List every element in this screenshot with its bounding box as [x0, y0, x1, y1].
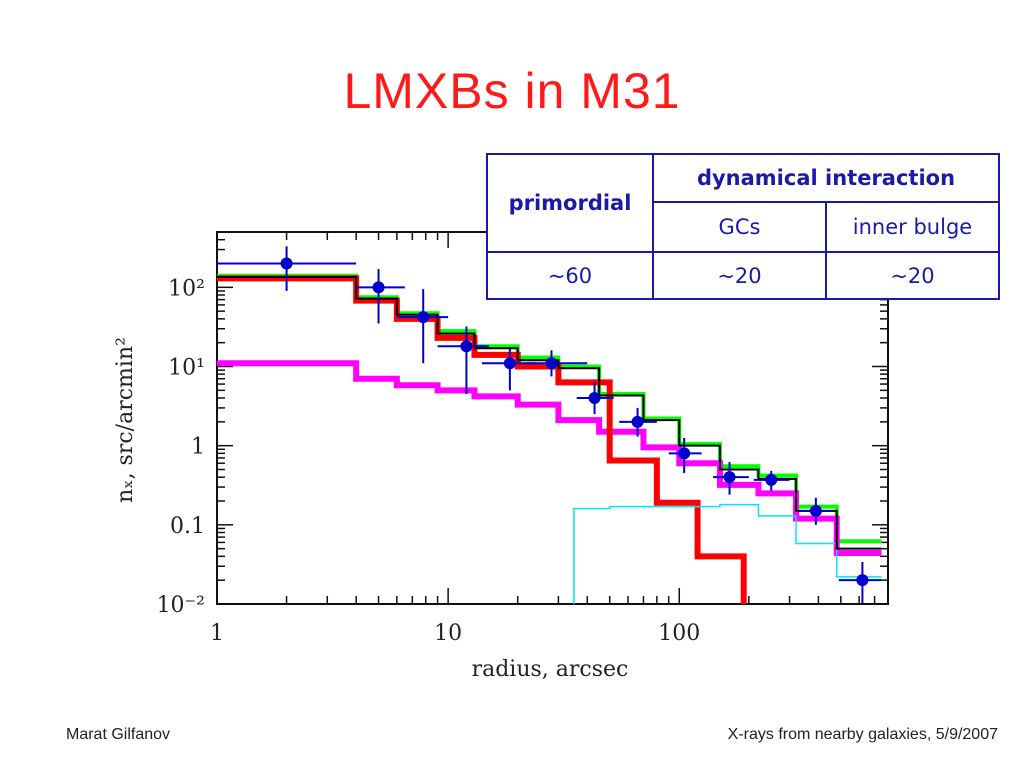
data-point: [723, 471, 736, 484]
x-tick-label: 10: [434, 621, 462, 646]
table-subheader-inner-bulge: inner bulge: [825, 201, 1000, 253]
data-point: [280, 257, 293, 270]
y-tick-label: 10¹: [168, 356, 205, 381]
x-axis-label: radius, arcsec: [472, 657, 629, 682]
y-tick-label: 10⁻²: [157, 593, 205, 618]
data-point: [678, 447, 691, 460]
data-point: [545, 357, 558, 370]
data-point: [372, 281, 385, 294]
data-point: [809, 504, 822, 517]
source-classification-table: primordial dynamical interaction GCs inn…: [486, 153, 1000, 300]
x-tick-label: 100: [658, 621, 700, 646]
slide-title: LMXBs in M31: [343, 63, 681, 119]
data-points: [217, 246, 882, 604]
footer-author: Marat Gilfanov: [66, 726, 171, 743]
table-value-inner-bulge: ~20: [825, 251, 1000, 300]
data-point: [631, 415, 644, 428]
y-axis-label: nₓ, src/arcmin²: [113, 337, 138, 503]
data-point: [588, 392, 601, 405]
axis-tick-labels: 1 10 100 10² 10¹ 1 0.1 10⁻²: [157, 276, 701, 646]
data-point: [460, 340, 473, 353]
table-header-dynamical: dynamical interaction: [652, 153, 1000, 203]
series-line-1: [217, 360, 882, 557]
data-point: [856, 574, 869, 587]
y-tick-label: 0.1: [170, 514, 205, 539]
y-tick-label: 10²: [168, 276, 205, 301]
model-step-series: [217, 273, 882, 604]
data-point: [503, 357, 516, 370]
y-tick-label: 1: [191, 435, 205, 460]
table-header-primordial: primordial: [486, 153, 654, 253]
footer-event: X-rays from nearby galaxies, 5/9/2007: [727, 726, 998, 743]
data-point: [765, 473, 778, 486]
table-subheader-gcs: GCs: [652, 201, 827, 253]
data-point: [417, 311, 430, 324]
table-value-gcs: ~20: [652, 251, 827, 300]
table-value-primordial: ~60: [486, 251, 654, 300]
series-line-4: [217, 276, 882, 550]
series-line-2: [217, 275, 747, 604]
x-tick-label: 1: [210, 621, 224, 646]
series-line-0: [217, 273, 882, 544]
